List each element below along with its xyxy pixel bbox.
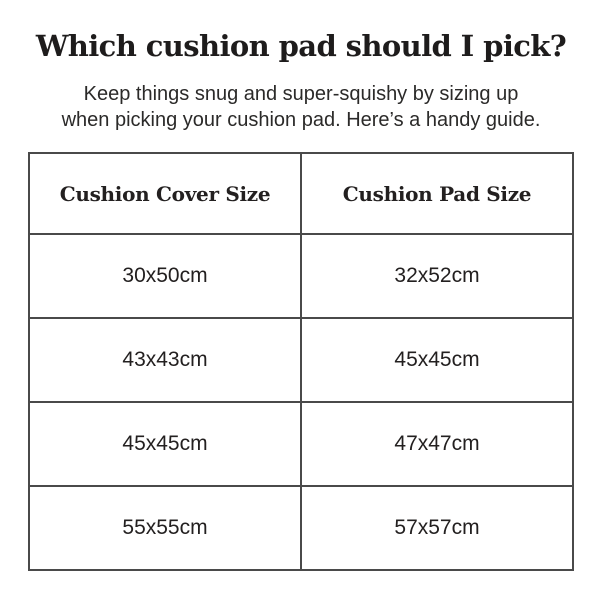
column-header-cover-size: Cushion Cover Size [28,152,302,235]
cover-size-cell: 45x45cm [28,401,302,487]
cover-size-cell: 55x55cm [28,485,302,571]
cover-size-cell: 43x43cm [28,317,302,403]
table-header: Cushion Cover Size Cushion Pad Size [28,152,574,235]
header-row: Cushion Cover Size Cushion Pad Size [28,152,574,235]
page-subtitle: Keep things snug and super-squishy by si… [61,83,541,131]
size-guide-table: Cushion Cover Size Cushion Pad Size 30x5… [28,152,574,571]
table-row: 55x55cm 57x57cm [28,485,574,571]
table-body: 30x50cm 32x52cm 43x43cm 45x45cm 45x45cm … [28,233,574,571]
table-row: 45x45cm 47x47cm [28,401,574,487]
column-header-pad-size: Cushion Pad Size [300,152,574,235]
table-row: 43x43cm 45x45cm [28,317,574,403]
pad-size-cell: 57x57cm [300,485,574,571]
pad-size-cell: 32x52cm [300,233,574,319]
cover-size-cell: 30x50cm [28,233,302,319]
pad-size-cell: 47x47cm [300,401,574,487]
table-row: 30x50cm 32x52cm [28,233,574,319]
page-title: Which cushion pad should I pick? [35,29,567,63]
pad-size-cell: 45x45cm [300,317,574,403]
